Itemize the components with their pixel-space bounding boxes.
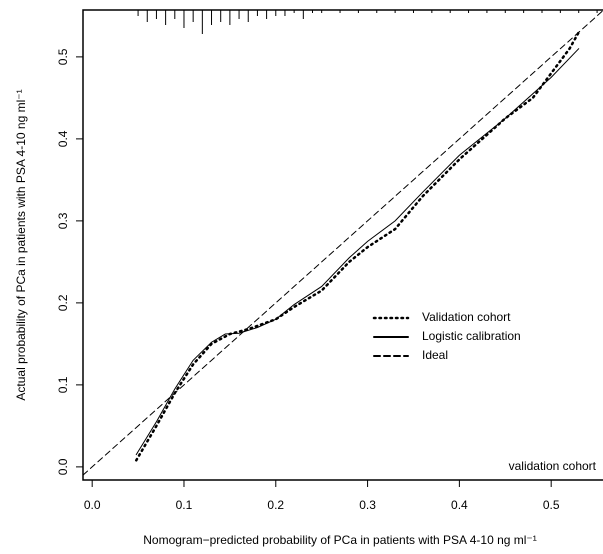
y-tick-label: 0.0 <box>56 458 70 475</box>
y-tick-label: 0.1 <box>56 376 70 393</box>
y-tick-label: 0.4 <box>56 130 70 147</box>
x-tick-label: 0.5 <box>543 498 560 512</box>
legend-label: Logistic calibration <box>422 329 521 343</box>
calibration-line <box>135 48 580 456</box>
x-tick-label: 0.4 <box>451 498 468 512</box>
y-axis-label: Actual probability of PCa in patients wi… <box>14 89 28 400</box>
calibration-line <box>134 31 580 462</box>
x-tick-label: 0.0 <box>84 498 101 512</box>
y-tick-label: 0.2 <box>56 294 70 311</box>
y-tick-label: 0.3 <box>56 212 70 229</box>
y-tick-label: 0.5 <box>56 48 70 65</box>
plot-frame <box>82 9 603 481</box>
x-tick-label: 0.1 <box>176 498 193 512</box>
annotation: validation cohort <box>509 459 597 473</box>
x-tick-label: 0.3 <box>359 498 376 512</box>
plot-area <box>83 10 603 476</box>
calibration-line <box>83 10 603 476</box>
legend-label: Validation cohort <box>422 310 511 324</box>
legend-label: Ideal <box>422 348 448 362</box>
x-tick-label: 0.2 <box>267 498 284 512</box>
x-axis-label: Nomogram−predicted probability of PCa in… <box>143 533 537 547</box>
